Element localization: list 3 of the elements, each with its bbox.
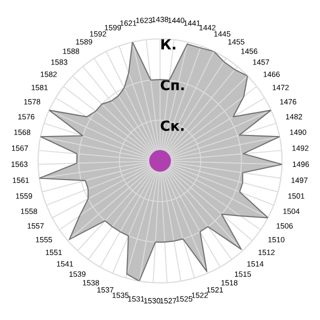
y-tick-label: Ск.	[160, 120, 184, 131]
y-tick-label: Сп.	[160, 80, 184, 90]
y-tick-label: К.	[161, 39, 176, 50]
